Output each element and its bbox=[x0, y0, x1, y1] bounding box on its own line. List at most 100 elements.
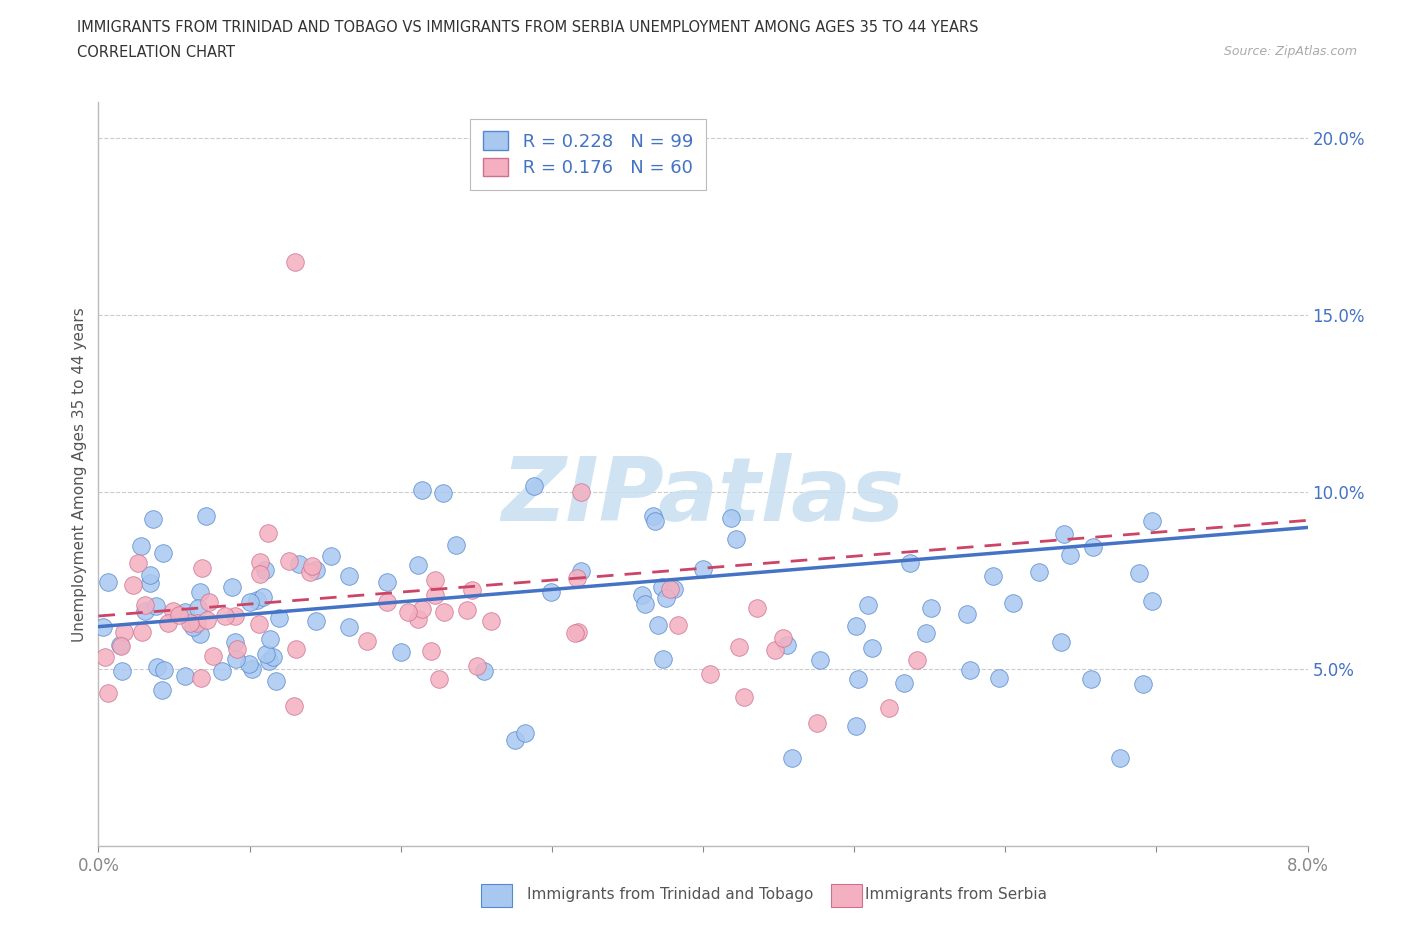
Point bbox=[221, 579, 243, 594]
Point bbox=[134, 598, 156, 613]
Point bbox=[225, 652, 247, 667]
Point bbox=[305, 563, 328, 578]
Point bbox=[666, 618, 689, 632]
Point bbox=[238, 657, 260, 671]
Point bbox=[1132, 677, 1154, 692]
Point bbox=[1128, 565, 1150, 580]
Point bbox=[647, 618, 669, 632]
Point bbox=[321, 549, 343, 564]
Point bbox=[111, 663, 134, 678]
Point bbox=[91, 619, 114, 634]
Point bbox=[249, 566, 271, 581]
Point bbox=[375, 594, 398, 609]
Point bbox=[411, 601, 433, 616]
Point bbox=[763, 642, 786, 657]
Point bbox=[254, 563, 277, 578]
Point bbox=[110, 638, 132, 653]
Point bbox=[408, 611, 430, 626]
Point bbox=[259, 631, 281, 646]
Point bbox=[983, 568, 1005, 583]
Point bbox=[420, 643, 443, 658]
Point bbox=[186, 616, 208, 631]
Point bbox=[1080, 671, 1102, 686]
Point bbox=[461, 582, 484, 597]
Point bbox=[808, 653, 831, 668]
Point bbox=[644, 513, 666, 528]
Point bbox=[247, 617, 270, 631]
Point bbox=[661, 159, 683, 174]
Point bbox=[174, 604, 197, 619]
Point bbox=[652, 651, 675, 666]
Point bbox=[131, 625, 153, 640]
Point bbox=[122, 578, 145, 592]
Point bbox=[692, 562, 714, 577]
Point bbox=[733, 690, 755, 705]
Text: Immigrants from Serbia: Immigrants from Serbia bbox=[865, 887, 1046, 902]
Text: Source: ZipAtlas.com: Source: ZipAtlas.com bbox=[1223, 45, 1357, 58]
Point bbox=[806, 716, 828, 731]
Point bbox=[301, 559, 323, 574]
Point bbox=[285, 642, 308, 657]
Point bbox=[112, 624, 135, 639]
Point bbox=[956, 606, 979, 621]
Point bbox=[278, 553, 301, 568]
Point bbox=[860, 641, 883, 656]
Point bbox=[224, 634, 246, 649]
Point bbox=[389, 644, 412, 659]
Point bbox=[513, 725, 536, 740]
Point bbox=[305, 614, 328, 629]
Point bbox=[1081, 539, 1104, 554]
Point bbox=[152, 546, 174, 561]
Point bbox=[479, 614, 502, 629]
Point bbox=[269, 610, 291, 625]
Point bbox=[375, 574, 398, 589]
Point bbox=[96, 685, 118, 700]
Point bbox=[1059, 547, 1081, 562]
Point bbox=[567, 625, 589, 640]
Point bbox=[138, 567, 160, 582]
Point bbox=[987, 671, 1010, 685]
Point bbox=[425, 573, 447, 588]
Point bbox=[138, 576, 160, 591]
Point bbox=[239, 594, 262, 609]
Point bbox=[339, 569, 361, 584]
Point bbox=[187, 600, 209, 615]
Point bbox=[651, 580, 673, 595]
Point bbox=[846, 671, 869, 686]
Point bbox=[569, 565, 592, 579]
Point bbox=[190, 671, 212, 685]
Point bbox=[142, 512, 165, 526]
Point bbox=[641, 509, 664, 524]
Point bbox=[134, 604, 156, 618]
Point bbox=[198, 595, 221, 610]
Point bbox=[772, 631, 794, 645]
Point bbox=[877, 700, 900, 715]
Point bbox=[108, 638, 131, 653]
Point bbox=[202, 648, 225, 663]
Point bbox=[905, 652, 928, 667]
Point bbox=[540, 584, 562, 599]
Point bbox=[146, 659, 169, 674]
Point bbox=[356, 633, 378, 648]
Point bbox=[432, 486, 454, 501]
Point bbox=[659, 581, 682, 596]
Legend:  R = 0.228   N = 99,  R = 0.176   N = 60: R = 0.228 N = 99, R = 0.176 N = 60 bbox=[470, 119, 706, 190]
Point bbox=[433, 604, 456, 619]
Point bbox=[523, 478, 546, 493]
Point bbox=[337, 619, 360, 634]
Point bbox=[179, 615, 201, 630]
Point bbox=[157, 616, 180, 631]
Point bbox=[634, 596, 657, 611]
Point bbox=[423, 588, 446, 603]
Point bbox=[856, 598, 879, 613]
Point bbox=[1028, 565, 1050, 579]
Y-axis label: Unemployment Among Ages 35 to 44 years: Unemployment Among Ages 35 to 44 years bbox=[72, 307, 87, 642]
Text: Immigrants from Trinidad and Tobago: Immigrants from Trinidad and Tobago bbox=[527, 887, 814, 902]
Point bbox=[630, 587, 652, 602]
Point bbox=[959, 662, 981, 677]
Point bbox=[898, 555, 921, 570]
Point bbox=[845, 618, 868, 633]
Point bbox=[1140, 593, 1163, 608]
Point bbox=[444, 538, 467, 553]
Text: CORRELATION CHART: CORRELATION CHART bbox=[77, 45, 235, 60]
